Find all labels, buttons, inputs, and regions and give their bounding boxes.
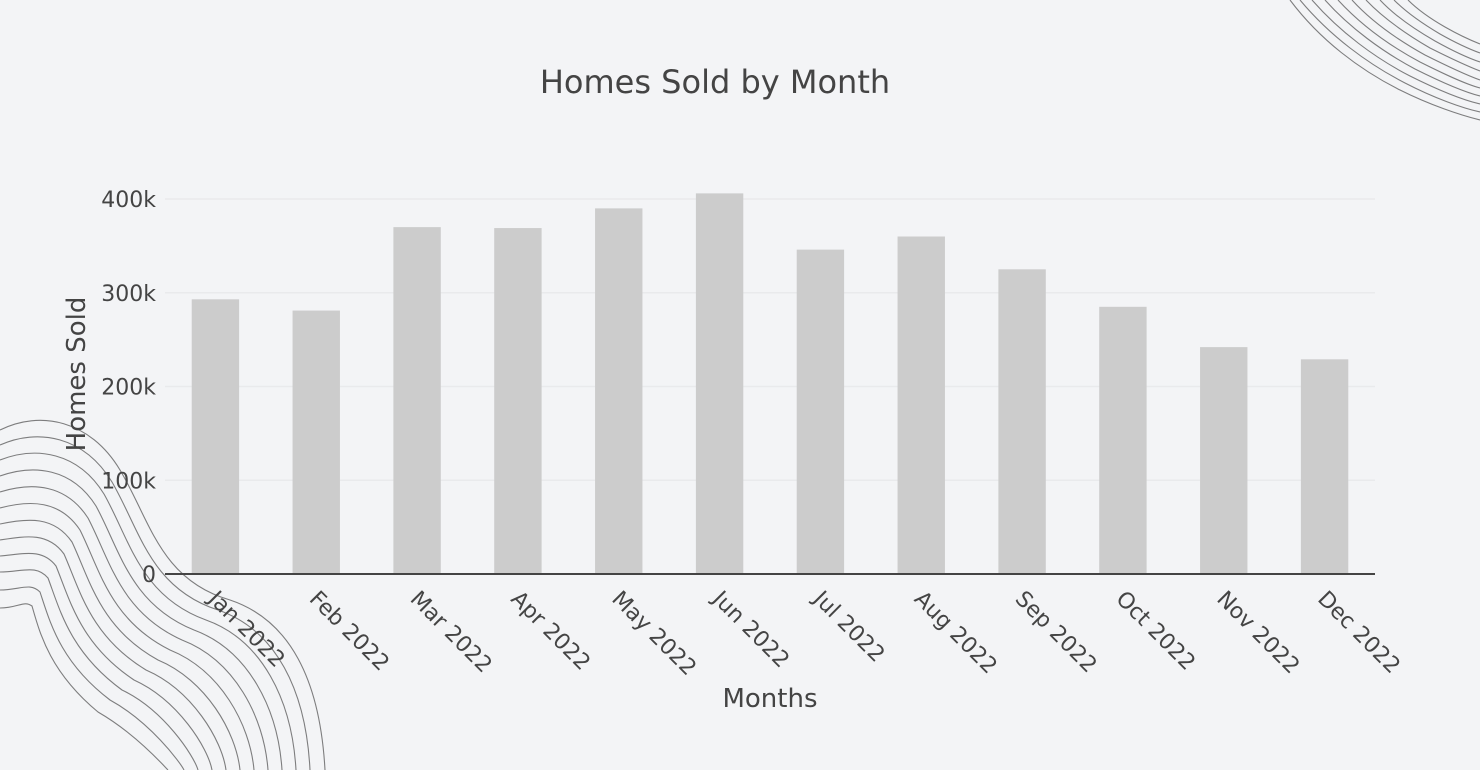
bars	[191, 193, 1349, 574]
x-tick-label: Sep 2022	[1010, 587, 1102, 679]
y-tick-label: 0	[142, 563, 156, 588]
x-tick-label: Jun 2022	[706, 585, 794, 673]
y-axis-title: Homes Sold	[62, 297, 92, 452]
bar	[695, 193, 744, 574]
x-tick-label: Jul 2022	[807, 585, 889, 667]
y-tick-label: 400k	[101, 188, 156, 213]
bar	[1200, 347, 1248, 574]
y-axis-ticks: 0 100k 200k 300k 400k	[101, 188, 156, 588]
chart-title: Homes Sold by Month	[540, 63, 890, 101]
x-tick-label: Aug 2022	[909, 587, 1002, 680]
x-tick-label: Oct 2022	[1111, 587, 1200, 676]
bar	[998, 269, 1046, 574]
x-tick-label: Feb 2022	[304, 587, 394, 677]
x-tick-label: Dec 2022	[1312, 587, 1404, 679]
bar	[292, 310, 340, 574]
x-tick-label: Apr 2022	[506, 587, 595, 676]
x-tick-label: Mar 2022	[405, 587, 497, 679]
y-tick-label: 300k	[101, 282, 156, 307]
x-tick-label: May 2022	[607, 587, 701, 681]
gridlines	[165, 198, 1375, 481]
y-tick-label: 200k	[101, 376, 156, 401]
y-tick-label: 100k	[101, 469, 156, 494]
decorative-contour-top-right	[1289, 0, 1480, 121]
bar	[494, 228, 542, 574]
bar	[1300, 359, 1349, 574]
bar	[897, 236, 945, 574]
bar	[393, 227, 441, 574]
bar	[796, 249, 845, 574]
x-axis-title: Months	[722, 684, 817, 714]
bar	[595, 208, 643, 574]
bar	[191, 299, 240, 574]
x-tick-label: Nov 2022	[1212, 587, 1305, 680]
bar	[1099, 306, 1147, 574]
decorative-contour-bottom-left	[0, 419, 326, 770]
x-axis-ticks: Jan 2022 Feb 2022 Mar 2022 Apr 2022 May 2022…	[202, 585, 1405, 681]
